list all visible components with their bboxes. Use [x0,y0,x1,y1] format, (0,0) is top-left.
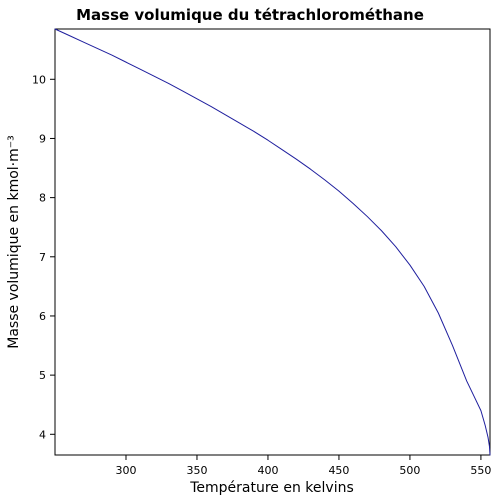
density-curve [54,28,491,456]
x-tick-label: 400 [257,464,278,477]
y-axis-label: Masse volumique en kmol·m⁻³ [6,135,22,349]
plot-frame [54,28,491,456]
x-tick-label: 450 [328,464,349,477]
x-tick-label: 350 [186,464,207,477]
y-tick-label: 5 [39,369,46,382]
x-tick-label: 300 [115,464,136,477]
chart-title: Masse volumique du tétrachlorométhane [76,6,424,24]
x-tick-label: 550 [470,464,491,477]
y-tick-label: 6 [39,310,46,323]
x-axis-ticks: 300 350 400 450 500 550 [115,455,491,477]
y-axis-ticks: 4 5 6 7 8 9 10 [32,73,55,441]
y-tick-label: 9 [39,132,46,145]
x-tick-label: 500 [399,464,420,477]
y-tick-label: 10 [32,73,46,86]
x-axis-label: Température en kelvins [189,480,354,496]
y-tick-label: 8 [39,192,46,205]
y-tick-label: 7 [39,251,46,264]
series-layer [54,28,491,456]
y-tick-label: 4 [39,428,46,441]
